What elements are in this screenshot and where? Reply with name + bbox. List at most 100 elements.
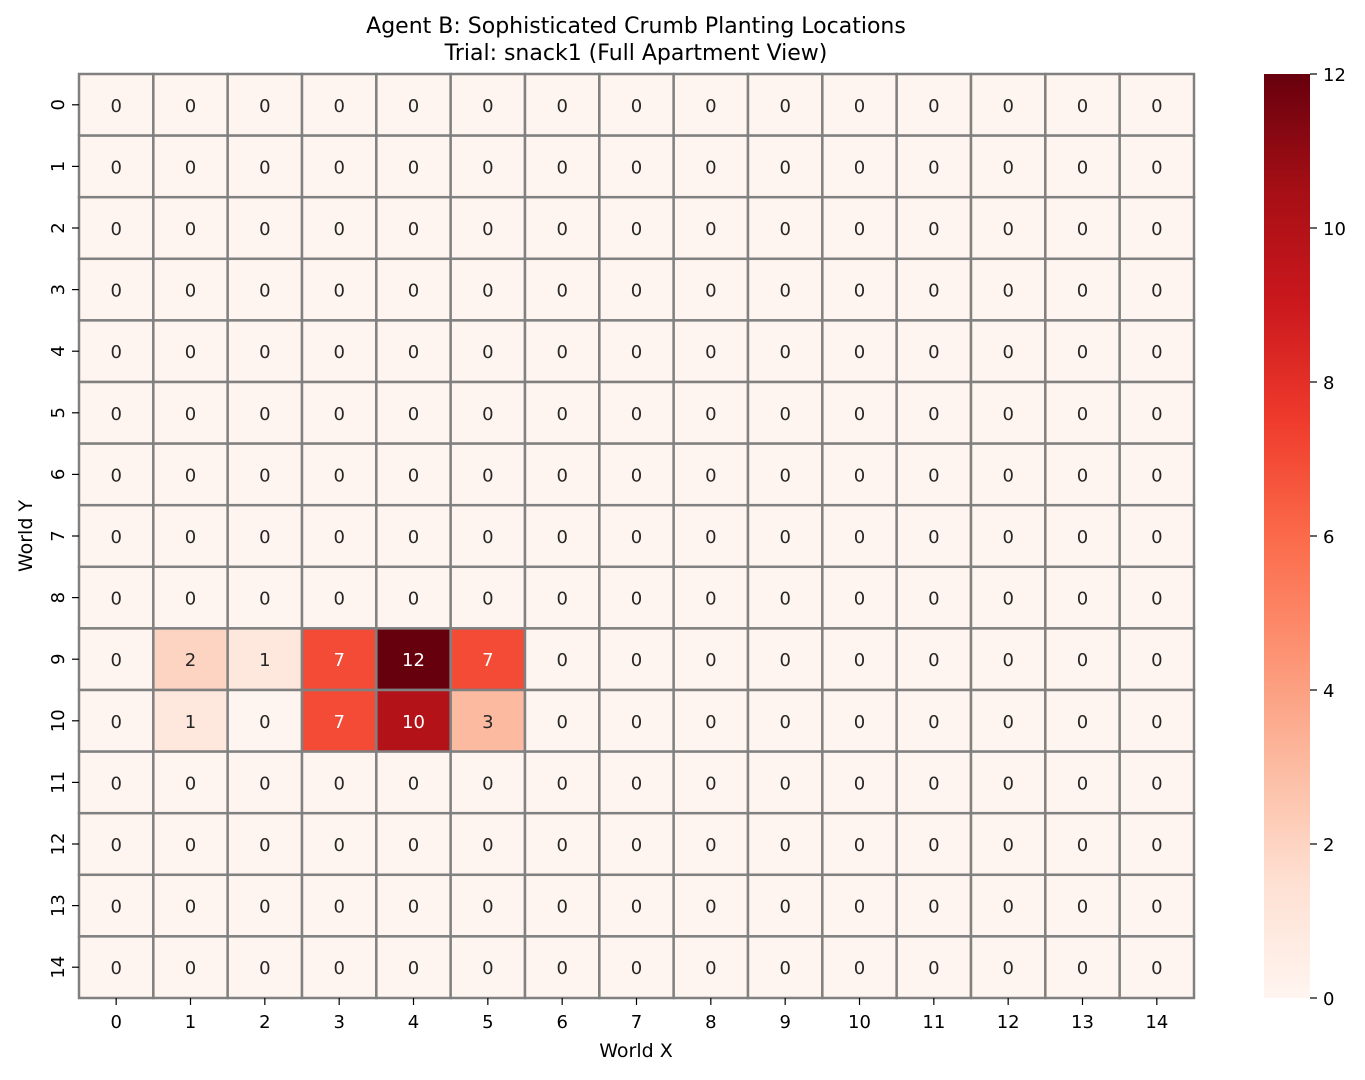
x-tick-label: 4 [408, 1012, 419, 1033]
heatmap-cell [77, 195, 155, 261]
heatmap-cell [77, 750, 155, 815]
cell-value-label: 0 [259, 589, 270, 610]
cell-value-label: 0 [779, 650, 790, 671]
cell-value-label: 0 [928, 897, 939, 918]
cell-value-label: 0 [928, 712, 939, 733]
cell-value-label: 0 [928, 835, 939, 856]
cell-value-label: 0 [185, 527, 196, 548]
cell-value-label: 0 [1002, 897, 1013, 918]
colorbar-tick-label: 4 [1323, 681, 1334, 702]
cell-value-label: 0 [259, 96, 270, 117]
heatmap-cell [821, 503, 898, 569]
cell-value-label: 0 [854, 465, 865, 486]
cell-value-label: 0 [631, 157, 642, 178]
heatmap-cell [523, 319, 601, 384]
cell-value-label: 0 [185, 835, 196, 856]
cell-value-label: 0 [854, 527, 865, 548]
heatmap-cell [598, 319, 675, 384]
cell-value-label: 0 [705, 96, 716, 117]
heatmap-cell [449, 442, 527, 507]
cell-value-label: 0 [631, 835, 642, 856]
cell-value-label: 0 [705, 219, 716, 240]
cell-value-label: 0 [779, 404, 790, 425]
heatmap-cell [821, 811, 898, 877]
heatmap-cell [672, 442, 750, 507]
cell-value-label: 0 [333, 773, 344, 794]
cell-value-label: 0 [631, 465, 642, 486]
cell-value-label: 0 [928, 96, 939, 117]
heatmap-cell [598, 811, 675, 877]
heatmap-cell [375, 503, 452, 569]
cell-value-label: 0 [779, 527, 790, 548]
heatmap-cell [449, 134, 527, 199]
heatmap-cell [523, 873, 601, 938]
heatmap-cell [672, 811, 750, 877]
cell-value-label: 0 [1151, 958, 1162, 979]
heatmap-cell [1118, 195, 1196, 261]
cell-value-label: 0 [185, 589, 196, 610]
cell-value-label: 0 [631, 650, 642, 671]
cell-value-label: 0 [705, 835, 716, 856]
cell-value-label: 0 [779, 219, 790, 240]
cell-value-label: 0 [333, 281, 344, 302]
cell-value-label: 0 [185, 281, 196, 302]
cell-value-label: 0 [854, 96, 865, 117]
cell-value-label: 0 [408, 465, 419, 486]
cell-value-label: 0 [854, 219, 865, 240]
cell-value-label: 0 [1151, 219, 1162, 240]
cell-value-label: 0 [631, 897, 642, 918]
heatmap-cell [672, 257, 750, 322]
cell-value-label: 0 [705, 157, 716, 178]
cell-value-label: 0 [259, 404, 270, 425]
heatmap-cell [523, 134, 601, 199]
cell-value-label: 0 [1077, 219, 1088, 240]
cell-value-label: 0 [928, 527, 939, 548]
cell-value-label: 0 [928, 157, 939, 178]
cell-value-label: 0 [110, 404, 121, 425]
heatmap-cell [1044, 257, 1121, 322]
cell-value-label: 0 [631, 219, 642, 240]
y-tick-label: 4 [48, 345, 69, 356]
cell-value-label: 0 [556, 96, 567, 117]
cell-value-label: 0 [556, 465, 567, 486]
cell-value-label: 0 [110, 219, 121, 240]
cell-value-label: 0 [482, 219, 493, 240]
heatmap-cell [969, 442, 1047, 507]
cell-value-label: 0 [185, 96, 196, 117]
cell-value-label: 0 [1151, 527, 1162, 548]
heatmap-cell [77, 565, 155, 630]
chart-title: Agent B: Sophisticated Crumb Planting Lo… [366, 14, 906, 39]
cell-value-label: 0 [1077, 157, 1088, 178]
heatmap-cell [77, 935, 155, 1000]
colorbar-tick-label: 10 [1323, 219, 1346, 240]
y-tick-label: 6 [48, 469, 69, 480]
x-tick-label: 5 [482, 1012, 493, 1033]
heatmap-cell [895, 134, 973, 199]
heatmap-cell [523, 442, 601, 507]
cell-value-label: 0 [705, 958, 716, 979]
heatmap-cell [77, 811, 155, 877]
cell-value-label: 0 [928, 219, 939, 240]
y-tick-label: 1 [48, 161, 69, 172]
cell-value-label: 0 [259, 835, 270, 856]
cell-value-label: 0 [333, 342, 344, 363]
cell-value-label: 0 [928, 958, 939, 979]
cell-value-label: 0 [185, 465, 196, 486]
heatmap-cell [598, 935, 675, 1000]
heatmap-cell [152, 380, 229, 445]
cell-value-label: 0 [779, 773, 790, 794]
cell-value-label: 0 [1002, 219, 1013, 240]
heatmap-cell [746, 688, 824, 753]
y-axis-label: World Y [15, 500, 37, 572]
cell-value-label: 0 [779, 897, 790, 918]
cell-value-label: 0 [110, 157, 121, 178]
heatmap-cell [746, 72, 824, 137]
cell-value-label: 0 [556, 157, 567, 178]
heatmap-cell [1044, 627, 1121, 692]
colorbar-tick-label: 2 [1323, 835, 1334, 856]
cell-value-label: 0 [1002, 281, 1013, 302]
heatmap-cell [226, 257, 304, 322]
cell-value-label: 0 [408, 527, 419, 548]
heatmap-cell [746, 257, 824, 322]
cell-value-label: 0 [1077, 342, 1088, 363]
